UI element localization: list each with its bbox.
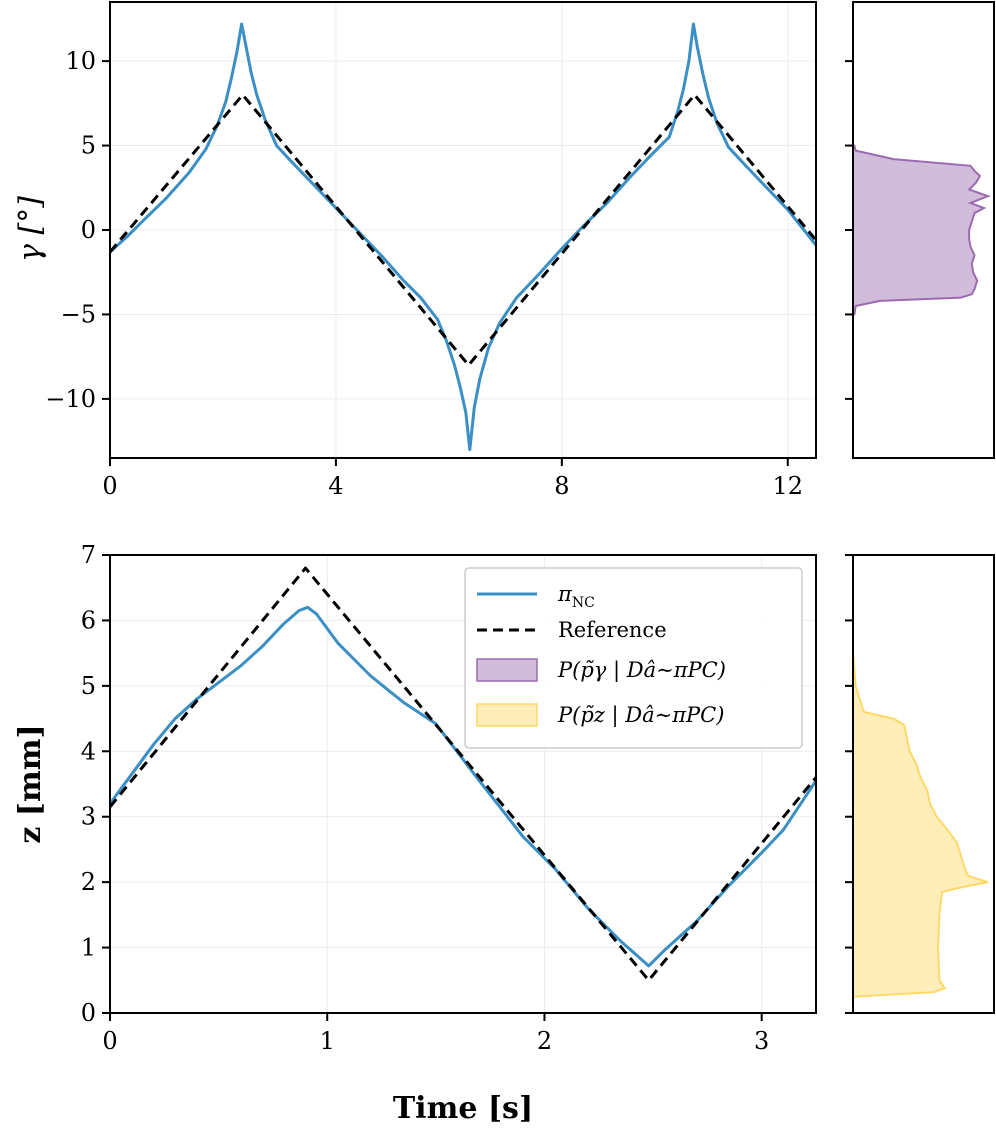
undefined-ytick-label-0: −10	[45, 385, 96, 413]
legend-label-reference: Reference	[558, 618, 667, 642]
legend-swatch-gamma-dist	[476, 658, 538, 682]
undefined-ytick-label-3: 5	[81, 132, 96, 160]
undefined-distribution-area	[852, 653, 989, 998]
undefined-xtick-label-0: 0	[102, 472, 117, 500]
undefined-distribution-frame	[852, 554, 995, 1014]
time-xlabel: Time [s]	[393, 1091, 533, 1126]
legend-box	[464, 567, 803, 749]
undefined-series-policy	[108, 22, 818, 452]
undefined-ytick-label-1: 1	[81, 934, 96, 962]
undefined-ytick-label-2: 2	[81, 868, 96, 896]
gamma-ylabel: γ [°]	[13, 196, 48, 262]
undefined-ytick-label-0: 0	[81, 999, 96, 1027]
undefined-xtick-label-2: 2	[537, 1027, 552, 1055]
legend-label-gamma-dist: P(p̃γ | Dâ∼πPC)	[557, 658, 726, 683]
legend-label-policy: πNC	[557, 582, 595, 611]
undefined-ytick-label-3: 3	[81, 803, 96, 831]
undefined-ytick-label-4: 10	[65, 47, 96, 75]
undefined-xtick-label-2: 8	[554, 472, 569, 500]
undefined-series-reference	[108, 93, 818, 367]
undefined-ytick-label-1: −5	[61, 300, 96, 328]
undefined-ytick-label-5: 5	[81, 672, 96, 700]
z-distribution-panel	[845, 554, 995, 1014]
legend-label-z-dist: P(p̃z | Dâ∼πPC)	[557, 703, 724, 728]
undefined-distribution-area	[852, 144, 991, 316]
gamma-distribution-panel	[845, 1, 995, 459]
undefined-frame	[109, 554, 817, 1014]
undefined-series-reference	[108, 566, 818, 982]
undefined-ytick-label-6: 6	[81, 606, 96, 634]
undefined-xtick-label-3: 12	[772, 472, 803, 500]
undefined-ytick-label-2: 0	[81, 216, 96, 244]
z-ylabel: z [mm]	[13, 724, 48, 843]
undefined-xtick-label-1: 1	[320, 1027, 335, 1055]
legend: πNC Reference P(p̃γ | Dâ∼πPC) P(p̃z | Dâ…	[464, 567, 803, 749]
undefined-xtick-label-3: 3	[754, 1027, 769, 1055]
undefined-xtick-label-1: 4	[328, 472, 343, 500]
undefined-ytick-label-4: 4	[81, 737, 96, 765]
undefined-ytick-label-7: 7	[81, 541, 96, 569]
gamma-panel: 0 4 8 12 −10 −5 0 5 10	[45, 1, 818, 500]
undefined-xtick-label-0: 0	[102, 1027, 117, 1055]
legend-swatch-z-dist	[476, 703, 538, 727]
undefined-series-policy	[108, 605, 818, 968]
